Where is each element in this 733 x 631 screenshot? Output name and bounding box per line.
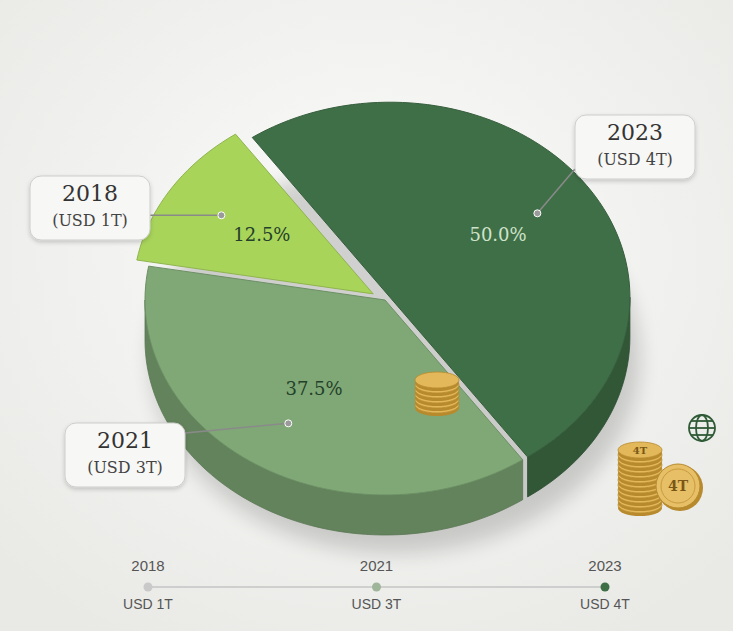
timeline-year: 2018 [131, 557, 164, 574]
callout-box [575, 115, 695, 179]
chart: 12.5% 37.5% 50.0% 4T 4T 2018 (USD 1T) 2021 (USD … [0, 0, 733, 631]
coin-edge [657, 465, 703, 511]
globe-parallel [691, 420, 713, 422]
coin-stack [618, 442, 662, 516]
data-label: 50.0% [469, 224, 526, 245]
timeline-dot [601, 583, 610, 592]
timeline-year: 2023 [588, 557, 621, 574]
leader-line [150, 215, 221, 217]
timeline-year: 2021 [360, 557, 393, 574]
coin [415, 372, 459, 388]
leader-dot [534, 210, 541, 217]
timeline-dot [372, 583, 381, 592]
data-labels: 12.5% 37.5% 50.0% [233, 224, 526, 400]
pie-slices [137, 102, 630, 495]
data-label: 37.5% [285, 378, 342, 399]
background [0, 0, 733, 631]
coin-rim [661, 469, 695, 503]
callout-year: 2021 [97, 428, 153, 453]
timeline-dot [144, 583, 153, 592]
pie-slice [252, 102, 630, 457]
leader-line [185, 423, 288, 433]
decorations: 4T 4T [415, 372, 715, 516]
timeline: 2018 USD 1T 2021 USD 3T 2023 USD 4T [123, 557, 630, 612]
callout-amount: (USD 4T) [597, 150, 673, 169]
callout-year: 2023 [607, 120, 663, 145]
leader-dot [285, 420, 292, 427]
callout-year: 2018 [62, 181, 118, 206]
callouts: 2018 (USD 1T) 2021 (USD 3T) 2023 (USD 4T) [30, 115, 695, 487]
coin-label: 4T [633, 445, 648, 456]
callout-amount: (USD 1T) [52, 211, 128, 230]
timeline-amount: USD 1T [123, 596, 173, 612]
leader-dot [218, 212, 225, 219]
callout-box [30, 176, 150, 240]
coin [656, 464, 700, 508]
globe [689, 415, 715, 441]
callout-amount: (USD 3T) [87, 458, 163, 477]
coin-stack [415, 372, 459, 416]
timeline-amount: USD 3T [352, 596, 402, 612]
data-label: 12.5% [233, 224, 290, 245]
callout-box [65, 423, 185, 487]
leader-line [537, 169, 575, 213]
globe-equator [689, 427, 715, 429]
coin-label: 4T [668, 478, 689, 494]
globe-parallel [691, 434, 713, 436]
coin [618, 442, 662, 458]
globe-icon [689, 415, 715, 441]
timeline-amount: USD 4T [580, 596, 630, 612]
